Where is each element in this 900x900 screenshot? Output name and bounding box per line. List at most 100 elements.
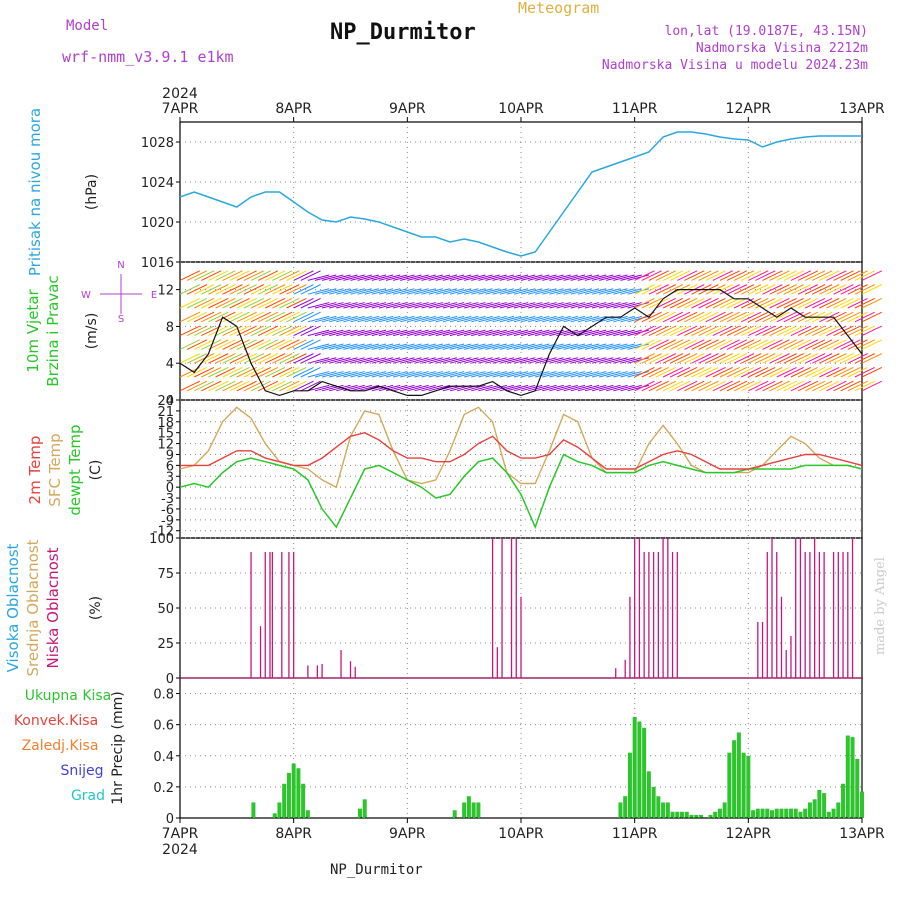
wind-barb: [627, 343, 650, 350]
wind-barb: [250, 353, 272, 364]
temp-tick-label: 6: [166, 459, 174, 474]
wind-barb: [208, 297, 229, 309]
wind-barb: [414, 329, 436, 337]
wind-barb: [201, 366, 222, 378]
x-tick-label-top: 11APR: [612, 101, 658, 117]
wind-barb: [556, 315, 578, 323]
wind-barb: [712, 366, 733, 378]
precip-bar: [466, 796, 471, 818]
wind-barb: [776, 339, 797, 350]
wind-barb: [762, 380, 783, 392]
wind-barb: [272, 380, 293, 392]
precip-bar: [642, 727, 647, 818]
precip-bar: [646, 771, 651, 818]
wind-barb: [563, 384, 586, 392]
wind-barb: [229, 353, 250, 364]
wind-barb: [257, 297, 279, 309]
wind-barb: [300, 366, 321, 378]
wind-barb: [591, 302, 614, 309]
wind-barb: [797, 353, 819, 364]
wind-barb: [705, 353, 726, 364]
wind-barb: [492, 371, 515, 378]
wind-barb: [257, 380, 279, 392]
wind-barb: [201, 270, 222, 281]
wind-barb: [599, 357, 621, 364]
wind-barb: [464, 288, 486, 295]
precip-axis-label: 1hr Precip (mm): [110, 691, 126, 804]
wind-barb: [819, 284, 840, 295]
wind-barb: [733, 353, 755, 364]
wind-barb: [691, 311, 712, 323]
wind-barb: [421, 288, 443, 295]
wind-barb: [826, 339, 847, 350]
wind-barb: [385, 274, 408, 281]
wind-barb: [726, 353, 748, 364]
precip-tick-label: 0: [166, 812, 174, 827]
wind-barb: [257, 270, 279, 281]
wind-barb: [449, 302, 472, 309]
wind-barb: [478, 357, 500, 364]
wind-barb: [464, 384, 486, 392]
wind-barb: [314, 274, 337, 281]
wind-barb: [421, 329, 443, 337]
wind-barb: [343, 288, 365, 295]
wind-barb: [733, 380, 755, 392]
wind-barb: [208, 270, 229, 281]
wind-barb: [208, 325, 229, 337]
temp-tick-label: -9: [161, 514, 174, 529]
wind-barb: [819, 366, 840, 378]
precip-bar: [623, 796, 628, 818]
wind-barb: [606, 288, 628, 295]
wind-barb: [464, 343, 486, 350]
wind-barb: [719, 311, 740, 323]
wind-barb: [350, 274, 372, 281]
precip-bar: [618, 802, 623, 818]
wind-barb: [804, 380, 826, 392]
wind-barb: [847, 270, 868, 281]
wind-barb: [826, 311, 847, 323]
temp-tick-label: -12: [153, 525, 174, 540]
wind-barb: [790, 353, 811, 364]
wind-barb: [627, 274, 650, 281]
wind-barb: [833, 311, 854, 323]
wind-barb: [435, 357, 458, 364]
wind-barb: [250, 380, 272, 392]
wind-barb: [293, 284, 314, 295]
wind-barb: [648, 284, 669, 295]
wind-barb: [669, 270, 691, 281]
wind-barb: [478, 384, 500, 392]
high-cloud-label: Visoka Oblacnost: [4, 543, 22, 672]
precip-bar: [850, 737, 855, 818]
wind-barb: [762, 325, 783, 337]
wind-barb: [321, 288, 344, 295]
precip-bar: [708, 814, 713, 818]
wind-barb: [485, 371, 507, 378]
legend-frozen: Zaledj.Kisa: [22, 738, 99, 754]
temp-tick-label: -3: [161, 492, 174, 507]
wind-barb: [584, 274, 607, 281]
wind-barb: [677, 325, 698, 337]
wind-barb: [662, 270, 684, 281]
wind-barb: [407, 302, 429, 309]
wind-barb: [357, 343, 380, 350]
wind-barb: [719, 270, 740, 281]
wind-barb: [570, 343, 593, 350]
precip-bar: [277, 802, 282, 818]
wind-barb: [726, 297, 748, 309]
precip-bar: [689, 814, 694, 818]
precip-bar: [452, 810, 457, 818]
wind-barb: [400, 371, 422, 378]
wind-barb: [556, 343, 578, 350]
wind-barb: [556, 357, 578, 364]
wind-barb: [584, 384, 607, 392]
wind-barb: [293, 325, 314, 337]
wind-barb: [669, 297, 691, 309]
wind-barb: [506, 343, 529, 350]
wind-barb: [257, 325, 279, 337]
precip-bar: [798, 811, 803, 818]
wind-barb: [513, 343, 536, 350]
wind-barb: [790, 311, 811, 323]
wind-barb: [272, 311, 293, 323]
wind-barb: [279, 380, 300, 392]
